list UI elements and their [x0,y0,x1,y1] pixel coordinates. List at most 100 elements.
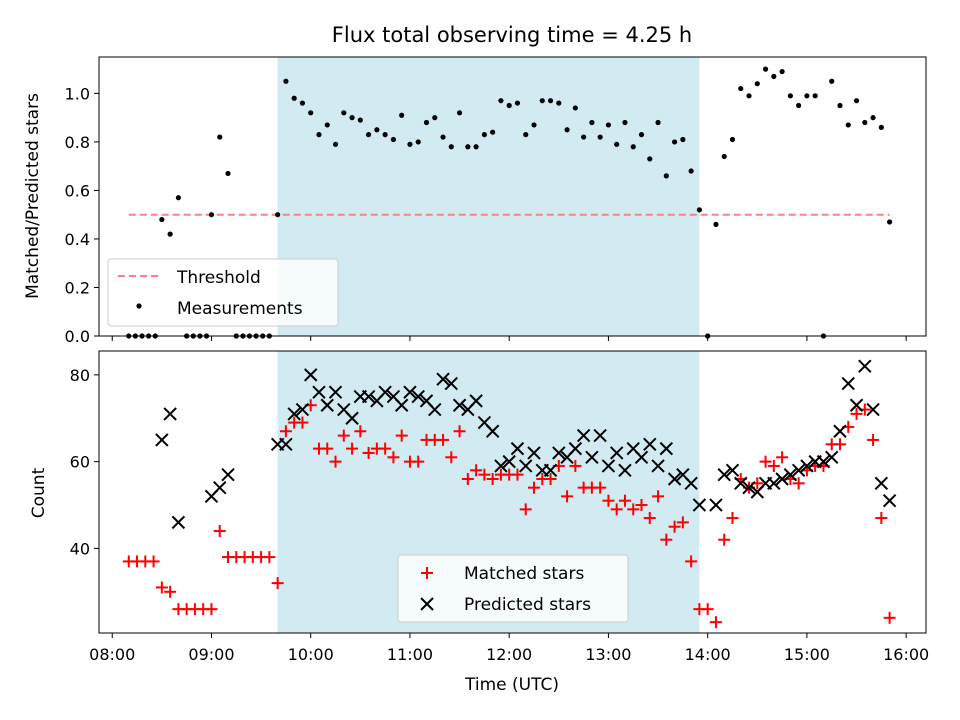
predicted-star-point [394,398,409,412]
measurement-point [762,66,769,72]
predicted-star-d2 [502,454,516,469]
predicted-star-d2 [312,385,326,399]
predicted-star-d2 [684,476,698,491]
matched-star-point [387,451,400,464]
measurement-point [680,136,686,143]
predicted-star-d2 [676,467,690,482]
predicted-star-d2 [882,493,897,508]
predicted-star-point [279,437,293,451]
predicted-star-d2 [775,472,789,486]
measurement-point [738,85,744,92]
measurement-point [357,117,363,123]
predicted-star-point [378,385,392,399]
predicted-star-point [643,437,657,451]
x-tick-label-5: 13:00 [585,645,631,664]
measurement-point [754,81,760,87]
top-y-tick-label-5: 1.0 [65,84,90,103]
matched-star-point [685,555,698,568]
measurement-point [878,124,884,130]
predicted-star-d2 [494,459,508,473]
measurement-point [366,132,372,138]
measurement-point [299,100,306,106]
predicted-star-point [593,428,607,443]
top-y-tick-label-3: 0.6 [65,181,90,200]
measurement-point [787,93,793,99]
matched-star-point [279,425,292,438]
x-tick-label-8: 16:00 [883,645,929,664]
matched-star-point [594,481,607,494]
measurement-point [448,144,454,150]
matched-star-point [412,455,425,468]
predicted-star-d2 [593,428,607,443]
measurement-point [490,129,496,135]
measurement-point [407,141,413,147]
matched-star-point [321,442,334,455]
matched-star-point [263,551,276,564]
measurement-point [332,141,339,147]
measurement-point [638,132,645,138]
predicted-star-d2 [337,402,351,417]
matched-star-point [445,451,458,464]
predicted-star-d2 [378,385,392,399]
predicted-star-d2 [767,476,781,491]
measurement-point [853,98,860,104]
measurement-point [283,78,289,84]
matched-star-point [395,429,408,442]
predicted-star-d2 [527,446,541,460]
predicted-star-point [155,433,169,447]
legend-matched-label: Matched stars [464,564,584,584]
matched-star-point [346,442,359,455]
matched-star-point [850,407,863,420]
predicted-star-d2 [213,480,227,495]
matched-star-point [726,512,739,525]
matched-star-point [610,503,623,516]
matched-star-point [379,442,392,455]
predicted-star-point [411,389,425,404]
matched-star-point [618,494,631,507]
predicted-star-d2 [477,415,492,430]
matched-star-point [437,433,450,446]
matched-star-point [833,438,846,451]
matched-star-point [759,455,772,468]
top-legend-box [107,258,339,327]
top-y-axis-label: Matched/Predicted stars [23,93,43,299]
predicted-star-point [882,493,897,508]
matched-star-point [362,446,375,459]
matched-star-point [453,425,466,438]
predicted-star-d2 [601,459,616,473]
predicted-star-d2 [295,402,310,417]
predicted-star-point [213,480,227,495]
predicted-star-d2 [328,385,343,399]
bottom-x-axis: 08:00 09:00 10:00 11:00 12:00 13:00 14:00 15:00… [89,633,929,664]
predicted-star-point [874,476,889,491]
predicted-star-d2 [816,454,831,469]
measurement-point [862,119,868,126]
predicted-star-point [221,467,235,482]
predicted-star-d2 [519,459,533,473]
predicted-star-d2 [833,424,847,438]
measurement-point [581,134,587,140]
predicted-star-d2 [304,368,318,382]
predicted-star-point [742,480,756,495]
matched-star-point [602,494,615,507]
predicted-star-d2 [692,498,707,512]
measurement-point [308,110,314,116]
matched-star-point [709,616,722,629]
measurement-point [564,127,570,133]
predicted-star-d2 [643,437,657,451]
predicted-star-d2 [155,433,169,447]
top-y-tick-label-0: 0.0 [65,327,90,346]
predicted-star-d2 [874,476,889,491]
measurement-point [796,102,802,109]
measurement-point [217,134,223,140]
matched-star-point [271,577,284,590]
matched-star-point [544,472,557,485]
measurement-point [663,173,669,179]
predicted-star-d2 [841,376,855,391]
predicted-star-d2 [221,467,235,482]
predicted-star-point [858,359,872,373]
matched-star-point [337,429,350,442]
matched-star-point [213,525,226,538]
predicted-star-d2 [428,402,442,417]
matched-star-point [205,603,218,616]
